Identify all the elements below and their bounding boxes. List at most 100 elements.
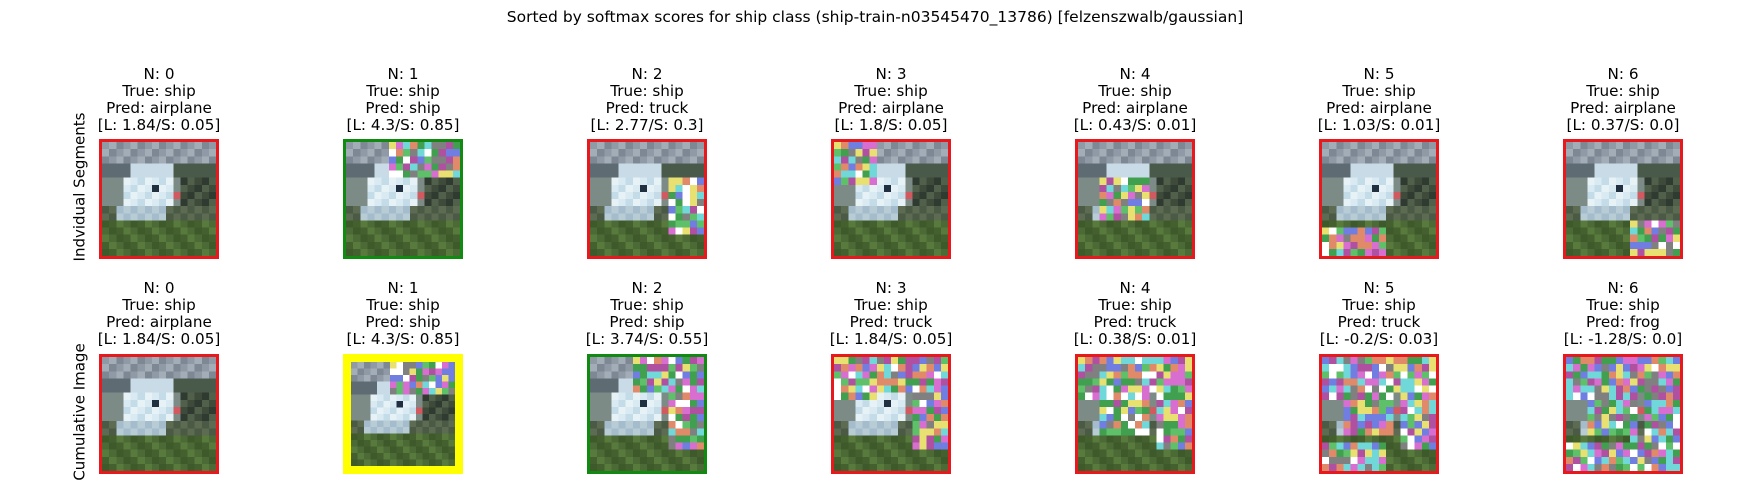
cell-index: N: 1 xyxy=(387,279,419,297)
cell-score: [L: 1.84/S: 0.05] xyxy=(97,330,221,348)
segment-image-green-frame xyxy=(343,139,463,259)
cell-index: N: 2 xyxy=(631,65,663,83)
cell-true-label: True: ship xyxy=(366,82,440,100)
cell-score: [L: 1.8/S: 0.05] xyxy=(834,116,948,134)
image-pixels xyxy=(834,357,948,471)
cell-pred-label: Pred: truck xyxy=(1337,313,1421,331)
segment-image-red-frame xyxy=(831,354,951,474)
cell-title: N: 5 True: ship Pred: airplane [L: 1.03/S: … xyxy=(1264,66,1494,134)
image-pixels xyxy=(346,142,460,256)
cell-true-label: True: ship xyxy=(1586,82,1660,100)
cell-index: N: 3 xyxy=(875,279,907,297)
segment-image-red-frame xyxy=(1319,139,1439,259)
cell-title: N: 2 True: ship Pred: truck [L: 2.77/S: 0.3… xyxy=(532,66,762,134)
cell-title: N: 3 True: ship Pred: truck [L: 1.84/S: 0.0… xyxy=(776,280,1006,348)
cell-true-label: True: ship xyxy=(854,296,928,314)
image-pixels xyxy=(1322,142,1436,256)
cell-pred-label: Pred: truck xyxy=(605,99,689,117)
cell-index: N: 4 xyxy=(1119,65,1151,83)
segment-image-yellow-frame xyxy=(343,354,463,474)
segment-image-red-frame xyxy=(99,139,219,259)
cell-true-label: True: ship xyxy=(1098,82,1172,100)
cell-index: N: 5 xyxy=(1363,279,1395,297)
image-pixels xyxy=(1566,142,1680,256)
cell-title: N: 1 True: ship Pred: ship [L: 4.3/S: 0.85] xyxy=(288,280,518,348)
cell-score: [L: 3.74/S: 0.55] xyxy=(585,330,709,348)
cell-title: N: 3 True: ship Pred: airplane [L: 1.8/S: 0… xyxy=(776,66,1006,134)
image-pixels xyxy=(834,142,948,256)
cell-true-label: True: ship xyxy=(122,82,196,100)
cell-title: N: 5 True: ship Pred: truck [L: -0.2/S: 0.0… xyxy=(1264,280,1494,348)
cell-title: N: 6 True: ship Pred: frog [L: -1.28/S: 0.0… xyxy=(1508,280,1738,348)
cell-index: N: 0 xyxy=(143,279,175,297)
cell-title: N: 2 True: ship Pred: ship [L: 3.74/S: 0.55… xyxy=(532,280,762,348)
segment-image-red-frame xyxy=(831,139,951,259)
cell-pred-label: Pred: ship xyxy=(365,313,441,331)
image-pixels xyxy=(102,142,216,256)
cell-score: [L: 0.38/S: 0.01] xyxy=(1073,330,1197,348)
cell-index: N: 3 xyxy=(875,65,907,83)
cell-true-label: True: ship xyxy=(1098,296,1172,314)
cell-score: [L: -0.2/S: 0.03] xyxy=(1319,330,1439,348)
cell-true-label: True: ship xyxy=(610,82,684,100)
cell-index: N: 5 xyxy=(1363,65,1395,83)
segment-image-red-frame xyxy=(1319,354,1439,474)
image-pixels xyxy=(1322,357,1436,471)
segment-image-red-frame xyxy=(1075,354,1195,474)
cell-index: N: 0 xyxy=(143,65,175,83)
cell-score: [L: 2.77/S: 0.3] xyxy=(590,116,704,134)
cell-title: N: 4 True: ship Pred: airplane [L: 0.43/S: … xyxy=(1020,66,1250,134)
cell-true-label: True: ship xyxy=(1342,296,1416,314)
cell-index: N: 4 xyxy=(1119,279,1151,297)
cell-pred-label: Pred: ship xyxy=(365,99,441,117)
cell-true-label: True: ship xyxy=(1586,296,1660,314)
segment-image-red-frame xyxy=(99,354,219,474)
image-pixels xyxy=(1566,357,1680,471)
cell-score: [L: 1.84/S: 0.05] xyxy=(829,330,953,348)
cell-pred-label: Pred: truck xyxy=(849,313,933,331)
image-pixels xyxy=(1078,357,1192,471)
image-pixels xyxy=(102,357,216,471)
segment-image-red-frame xyxy=(1075,139,1195,259)
cell-title: N: 0 True: ship Pred: airplane [L: 1.84/S: … xyxy=(44,66,274,134)
cell-score: [L: 0.37/S: 0.0] xyxy=(1566,116,1680,134)
cell-pred-label: Pred: airplane xyxy=(106,99,212,117)
cell-true-label: True: ship xyxy=(610,296,684,314)
image-pixels xyxy=(590,357,704,471)
row-label: Indvidual Segments xyxy=(69,112,88,262)
cell-pred-label: Pred: airplane xyxy=(1326,99,1432,117)
cell-pred-label: Pred: frog xyxy=(1586,313,1660,331)
cell-index: N: 1 xyxy=(387,65,419,83)
cell-true-label: True: ship xyxy=(854,82,928,100)
cell-index: N: 6 xyxy=(1607,65,1639,83)
figure-title: Sorted by softmax scores for ship class … xyxy=(506,8,1244,26)
cell-true-label: True: ship xyxy=(366,296,440,314)
cell-index: N: 2 xyxy=(631,279,663,297)
cell-score: [L: 4.3/S: 0.85] xyxy=(346,116,460,134)
cell-index: N: 6 xyxy=(1607,279,1639,297)
image-pixels xyxy=(351,362,455,466)
cell-score: [L: 1.84/S: 0.05] xyxy=(97,116,221,134)
cell-title: N: 6 True: ship Pred: airplane [L: 0.37/S: … xyxy=(1508,66,1738,134)
image-pixels xyxy=(590,142,704,256)
cell-title: N: 4 True: ship Pred: truck [L: 0.38/S: 0.0… xyxy=(1020,280,1250,348)
cell-title: N: 0 True: ship Pred: airplane [L: 1.84/S: … xyxy=(44,280,274,348)
segment-image-green-frame xyxy=(587,354,707,474)
cell-score: [L: 0.43/S: 0.01] xyxy=(1073,116,1197,134)
cell-pred-label: Pred: airplane xyxy=(106,313,212,331)
row-label: Cumulative Image xyxy=(70,343,89,481)
cell-true-label: True: ship xyxy=(1342,82,1416,100)
segment-image-red-frame xyxy=(1563,139,1683,259)
cell-score: [L: 1.03/S: 0.01] xyxy=(1317,116,1441,134)
cell-pred-label: Pred: airplane xyxy=(1082,99,1188,117)
image-pixels xyxy=(1078,142,1192,256)
cell-title: N: 1 True: ship Pred: ship [L: 4.3/S: 0.85] xyxy=(288,66,518,134)
cell-pred-label: Pred: airplane xyxy=(1570,99,1676,117)
cell-pred-label: Pred: ship xyxy=(609,313,685,331)
cell-pred-label: Pred: airplane xyxy=(838,99,944,117)
cell-pred-label: Pred: truck xyxy=(1093,313,1177,331)
segment-image-red-frame xyxy=(1563,354,1683,474)
segment-image-red-frame xyxy=(587,139,707,259)
cell-score: [L: 4.3/S: 0.85] xyxy=(346,330,460,348)
cell-true-label: True: ship xyxy=(122,296,196,314)
